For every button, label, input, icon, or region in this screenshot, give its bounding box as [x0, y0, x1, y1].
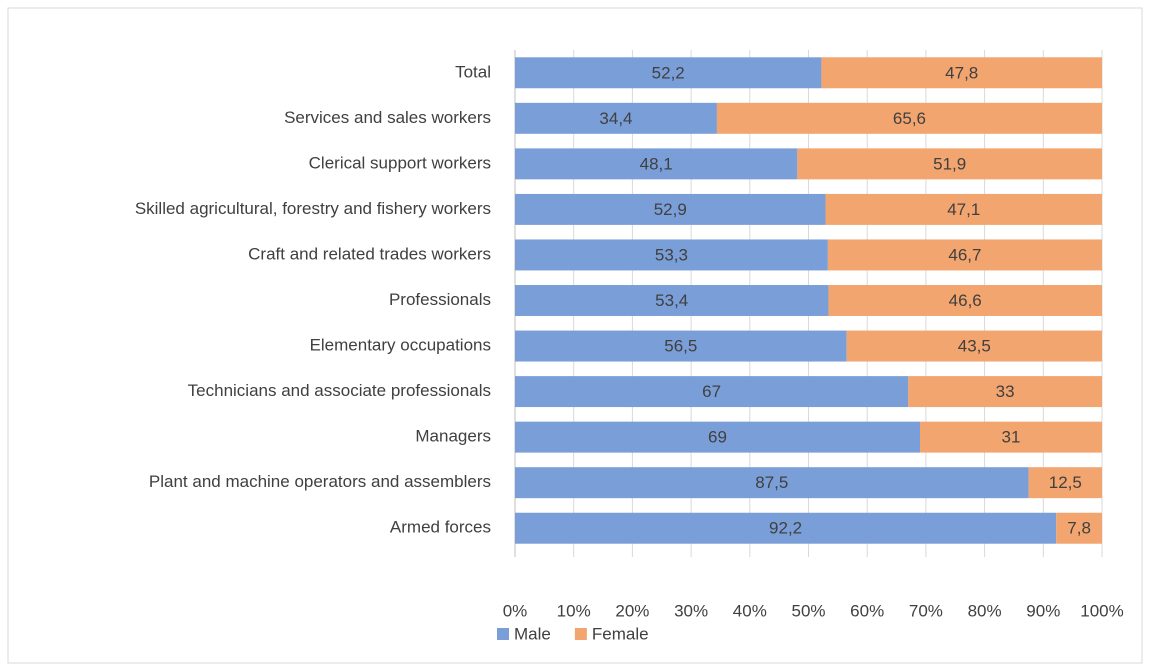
bar-segment	[515, 239, 828, 271]
x-tick-label: 0%	[503, 601, 528, 620]
y-tick-label: Clerical support workers	[309, 153, 491, 172]
bar-segment	[828, 285, 1102, 316]
data-label: 65,6	[893, 109, 926, 128]
x-tick-label: 20%	[615, 601, 649, 620]
data-label: 67	[702, 382, 721, 401]
bar-segment	[825, 193, 1102, 225]
y-tick-label: Craft and related trades workers	[248, 244, 491, 263]
bar-segment	[515, 193, 826, 225]
data-label: 56,5	[664, 337, 697, 356]
data-label: 53,4	[655, 291, 688, 310]
x-tick-label: 80%	[968, 601, 1002, 620]
data-label: 87,5	[755, 473, 788, 492]
x-tick-label: 50%	[791, 601, 825, 620]
data-label: 52,2	[652, 63, 685, 82]
data-label: 33	[996, 382, 1015, 401]
y-tick-label: Total	[455, 62, 491, 81]
data-label: 34,4	[599, 109, 632, 128]
bar-segment	[797, 148, 1102, 180]
x-tick-label: 90%	[1026, 601, 1060, 620]
data-label: 53,3	[655, 245, 688, 264]
x-tick-label: 30%	[674, 601, 708, 620]
x-tick-label: 100%	[1080, 601, 1123, 620]
legend-swatch	[497, 628, 509, 640]
y-tick-label: Armed forces	[390, 518, 491, 537]
y-tick-label: Skilled agricultural, forestry and fishe…	[135, 199, 491, 218]
bar-segment	[515, 421, 921, 453]
data-label: 31	[1002, 428, 1021, 447]
bar-segment	[515, 285, 829, 316]
data-label: 46,6	[949, 291, 982, 310]
bar-segment	[908, 376, 1102, 408]
y-tick-label: Plant and machine operators and assemble…	[149, 472, 491, 491]
legend-label: Female	[592, 624, 649, 643]
data-label: 92,2	[769, 519, 802, 538]
bar-segment	[515, 376, 909, 408]
bar-segment	[846, 330, 1102, 362]
x-tick-label: 70%	[909, 601, 943, 620]
bar-segment	[515, 102, 717, 134]
bar-segment	[515, 467, 1029, 499]
y-tick-label: Elementary occupations	[310, 336, 491, 355]
bar-segment	[515, 57, 822, 89]
bar-segment	[515, 148, 798, 180]
data-label: 47,1	[947, 200, 980, 219]
x-tick-label: 40%	[733, 601, 767, 620]
data-label: 7,8	[1067, 519, 1091, 538]
bar-segment	[515, 330, 847, 362]
y-tick-label: Managers	[415, 427, 491, 446]
bar-segment	[515, 512, 1057, 544]
y-tick-label: Services and sales workers	[284, 108, 491, 127]
legend-label: Male	[514, 624, 551, 643]
y-tick-label: Technicians and associate professionals	[188, 381, 491, 400]
data-label: 69	[708, 428, 727, 447]
data-label: 43,5	[958, 337, 991, 356]
data-label: 48,1	[640, 154, 673, 173]
data-label: 47,8	[945, 63, 978, 82]
legend-swatch	[574, 628, 587, 640]
bar-segment	[920, 421, 1102, 453]
data-label: 52,9	[654, 200, 687, 219]
x-tick-label: 60%	[850, 601, 884, 620]
bar-segment	[827, 239, 1102, 271]
y-tick-label: Professionals	[389, 290, 491, 309]
data-label: 51,9	[933, 154, 966, 173]
x-tick-label: 10%	[557, 601, 591, 620]
data-label: 12,5	[1049, 473, 1082, 492]
bar-segment	[821, 57, 1102, 89]
bar-segment	[1056, 512, 1102, 544]
bar-segment	[1028, 467, 1102, 499]
bar-segment	[716, 102, 1102, 134]
data-label: 46,7	[948, 245, 981, 264]
